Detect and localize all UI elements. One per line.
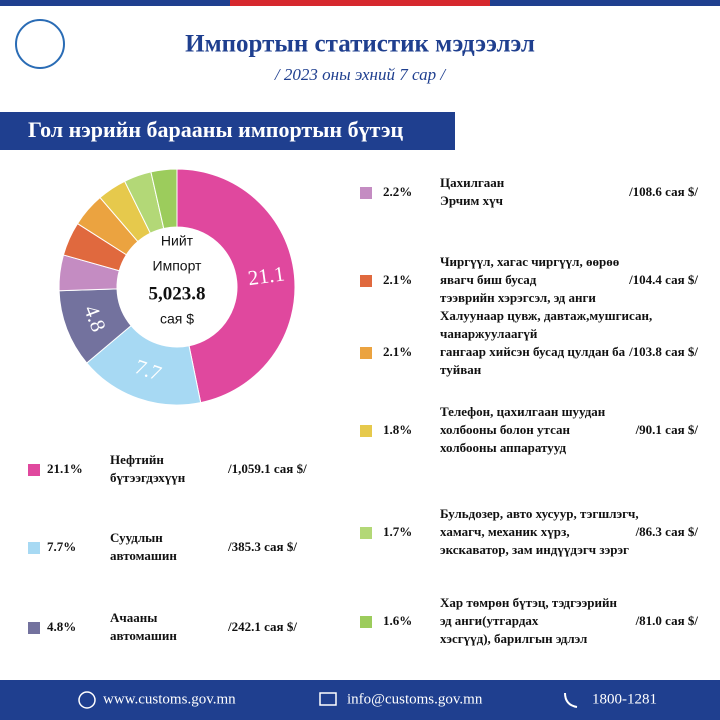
- legend-name: гангаар хийсэн бусад цулдан ба: [440, 344, 626, 359]
- legend-name: Халуунаар цувж, давтаж,мушгисан,: [440, 308, 652, 323]
- legend-name: Цахилгаан: [440, 175, 505, 190]
- legend-name: тээврийн хэрэгсэл, эд анги: [440, 290, 596, 305]
- legend-name: туйван: [440, 362, 482, 377]
- legend-name: Хар төмрөн бүтэц, тэдгээрийн: [440, 595, 617, 610]
- legend-swatch: [360, 187, 372, 199]
- center-label: 5,023.8: [149, 283, 206, 304]
- legend-amount: /1,059.1 сая $/: [227, 461, 307, 476]
- legend-name: Телефон, цахилгаан шуудан: [440, 404, 606, 419]
- legend-name: экскаватор, зам индүүдэгч зэрэг: [440, 542, 629, 557]
- legend-name: автомашин: [110, 548, 177, 563]
- legend-percent: 21.1%: [47, 461, 83, 476]
- legend-name: Чиргүүл, хагас чиргүүл, өөрөө: [440, 254, 619, 269]
- legend-amount: /90.1 сая $/: [635, 422, 699, 437]
- footer-bar: [0, 680, 720, 720]
- donut-segment: [176, 168, 296, 404]
- legend-percent: 4.8%: [47, 619, 76, 634]
- legend-name: холбооны болон утсан: [440, 422, 571, 437]
- section-banner: [0, 112, 455, 150]
- legend-name: Бульдозер, авто хусуур, тэгшлэгч,: [440, 506, 639, 521]
- legend-swatch: [28, 622, 40, 634]
- legend-amount: /385.3 сая $/: [227, 539, 297, 554]
- legend-percent: 1.6%: [383, 613, 412, 628]
- email: info@customs.gov.mn: [347, 691, 483, 707]
- phone-icon: [564, 692, 578, 708]
- legend-amount: /103.8 сая $/: [628, 344, 698, 359]
- legend-swatch: [360, 527, 372, 539]
- web-icon: [78, 691, 96, 709]
- legend-amount: /242.1 сая $/: [227, 619, 297, 634]
- legend-percent: 2.1%: [383, 272, 412, 287]
- legend-swatch: [28, 542, 40, 554]
- legend-name: Суудлын: [110, 530, 163, 545]
- legend-name: чанаржуулаагүй: [440, 326, 538, 341]
- legend-swatch: [360, 275, 372, 287]
- legend-name: Эрчим хүч: [440, 193, 503, 208]
- title: Импортын статистик мэдээлэл: [185, 31, 535, 58]
- top-stripe-red: [230, 0, 490, 6]
- legend-amount: /108.6 сая $/: [628, 184, 698, 199]
- legend-swatch: [360, 616, 372, 628]
- legend-amount: /86.3 сая $/: [635, 524, 699, 539]
- legend-amount: /81.0 сая $/: [635, 613, 699, 628]
- center-label: Нийт: [161, 233, 194, 249]
- legend-name: холбооны аппаратууд: [440, 440, 566, 455]
- legend-name: Нефтийн: [110, 452, 164, 467]
- legend-percent: 2.2%: [383, 184, 412, 199]
- center-label: Импорт: [153, 258, 203, 274]
- segment-label: 21.1: [246, 261, 286, 290]
- legend-name: Ачааны: [110, 610, 157, 625]
- legend-swatch: [28, 464, 40, 476]
- donut-segment: [150, 168, 178, 230]
- center-label: сая $: [160, 311, 194, 327]
- legend-amount: /104.4 сая $/: [628, 272, 698, 287]
- legend-name: бүтээгдэхүүн: [110, 470, 186, 485]
- legend-name: эд анги(утгардах: [440, 613, 539, 628]
- legend-name: хамагч, механик хүрз,: [440, 524, 570, 539]
- legend-name: явагч биш бусад: [440, 272, 537, 287]
- legend-percent: 2.1%: [383, 344, 412, 359]
- logo: [15, 19, 65, 69]
- subtitle: / 2023 оны эхний 7 сар /: [274, 65, 447, 84]
- phone: 1800-1281: [592, 691, 657, 707]
- legend-percent: 1.8%: [383, 422, 412, 437]
- section-title: Гол нэрийн барааны импортын бүтэц: [28, 117, 403, 142]
- legend-swatch: [360, 347, 372, 359]
- legend-percent: 7.7%: [47, 539, 76, 554]
- legend-name: хэсгүүд), барилгын эдлэл: [440, 631, 587, 646]
- legend-percent: 1.7%: [383, 524, 412, 539]
- mail-icon: [319, 692, 337, 706]
- website: www.customs.gov.mn: [103, 691, 236, 707]
- legend-swatch: [360, 425, 372, 437]
- legend-name: автомашин: [110, 628, 177, 643]
